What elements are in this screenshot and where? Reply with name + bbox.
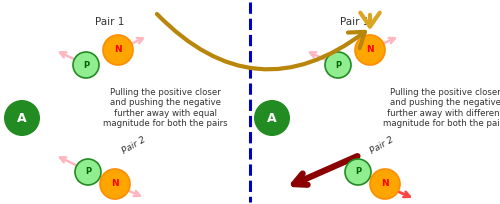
Text: A: A bbox=[17, 112, 27, 124]
Text: P: P bbox=[83, 61, 89, 70]
Text: P: P bbox=[85, 167, 91, 176]
Circle shape bbox=[73, 52, 99, 78]
Text: N: N bbox=[114, 45, 122, 54]
Text: Pair 2: Pair 2 bbox=[120, 135, 147, 155]
Circle shape bbox=[355, 35, 385, 65]
Text: N: N bbox=[381, 180, 389, 188]
Text: A: A bbox=[267, 112, 277, 124]
Text: Pulling the positive closer
and pushing the negative
further away with equal
mag: Pulling the positive closer and pushing … bbox=[102, 88, 228, 128]
Circle shape bbox=[4, 100, 40, 136]
Text: Pulling the positive closer
and pushing the negative
further away with different: Pulling the positive closer and pushing … bbox=[382, 88, 500, 128]
Text: P: P bbox=[355, 167, 361, 176]
Text: P: P bbox=[335, 61, 341, 70]
Text: Pair 1: Pair 1 bbox=[95, 17, 124, 27]
Text: Pair 1: Pair 1 bbox=[340, 17, 370, 27]
FancyArrowPatch shape bbox=[360, 13, 380, 27]
Text: N: N bbox=[111, 180, 119, 188]
Circle shape bbox=[345, 159, 371, 185]
Text: N: N bbox=[366, 45, 374, 54]
Text: Pair 2: Pair 2 bbox=[368, 135, 395, 155]
Circle shape bbox=[100, 169, 130, 199]
Circle shape bbox=[325, 52, 351, 78]
Circle shape bbox=[103, 35, 133, 65]
Circle shape bbox=[75, 159, 101, 185]
FancyArrowPatch shape bbox=[157, 14, 365, 69]
Circle shape bbox=[254, 100, 290, 136]
Circle shape bbox=[370, 169, 400, 199]
